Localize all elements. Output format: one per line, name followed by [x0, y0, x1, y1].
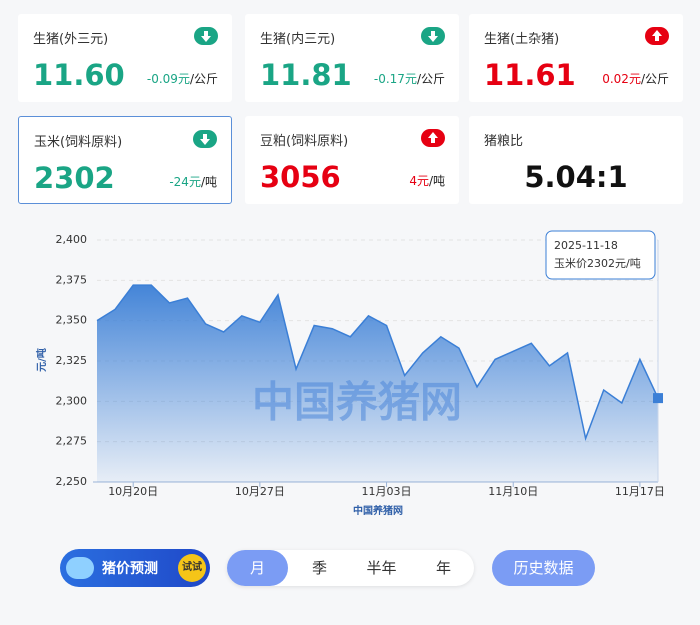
trend-icon: [193, 130, 217, 148]
history-button[interactable]: 历史数据: [492, 550, 595, 586]
tooltip-text: 玉米价2302元/吨: [554, 257, 641, 270]
card-name: 豆粕(饲料原料): [260, 134, 349, 149]
x-axis-title: 中国养猪网: [353, 504, 403, 517]
forecast-badge[interactable]: 猪价预测 试试: [60, 549, 210, 587]
tooltip-box: [545, 230, 656, 280]
trend-icon: [421, 27, 445, 45]
y-tick-label: 2,325: [56, 354, 88, 367]
change-unit: /吨: [428, 174, 445, 188]
try-badge: 试试: [178, 554, 206, 582]
tab[interactable]: 月: [227, 550, 288, 586]
y-axis-title: 元/吨: [35, 348, 48, 372]
card-change: -0.09元/公斤: [147, 70, 218, 87]
trend-icon: [645, 27, 669, 45]
trend-icon: [421, 129, 445, 147]
change-value: -0.17元: [373, 72, 417, 86]
x-tick-label: 10月27日: [235, 485, 285, 498]
y-tick-label: 2,275: [56, 435, 88, 448]
card-name: 生猪(土杂猪): [484, 32, 560, 47]
card-name: 玉米(饲料原料): [34, 135, 123, 150]
y-tick-label: 2,300: [56, 394, 88, 407]
line: [96, 284, 659, 442]
change-unit: /公斤: [416, 72, 445, 86]
change-unit: /公斤: [640, 72, 669, 86]
trend-icon: [194, 27, 218, 45]
card[interactable]: 生猪(外三元) 11.60 -0.09元/公斤: [18, 14, 232, 102]
card-price: 11.61: [484, 58, 576, 92]
area: [97, 285, 658, 482]
icon: [66, 557, 94, 579]
tabs: 月 季 半年 年: [227, 550, 474, 586]
card-price: 5.04:1: [524, 160, 628, 194]
card-price: 3056: [260, 160, 341, 194]
card[interactable]: 豆粕(饲料原料) 3056 4元/吨: [245, 116, 459, 204]
card[interactable]: 玉米(饲料原料) 2302 -24元/吨: [18, 116, 232, 204]
forecast-label: 猪价预测: [102, 561, 158, 577]
change-value: 4元: [409, 174, 429, 188]
change-unit: /公斤: [189, 72, 218, 86]
marker: [653, 393, 663, 404]
change-value: -24元: [169, 175, 201, 189]
change-value: 0.02元: [602, 72, 641, 86]
y-tick-label: 2,350: [56, 314, 88, 327]
tooltip-date: 2025-11-18: [554, 239, 618, 252]
x-tick-label: 10月20日: [108, 485, 158, 498]
card-change: 0.02元/公斤: [602, 70, 669, 87]
x-tick-label: 11月03日: [362, 485, 412, 498]
x-tick-label: 11月17日: [615, 485, 665, 498]
card[interactable]: 生猪(内三元) 11.81 -0.17元/公斤: [245, 14, 459, 102]
card-price: 2302: [34, 161, 115, 195]
tab[interactable]: 年: [435, 559, 451, 577]
card-change: -0.17元/公斤: [374, 70, 445, 87]
tab[interactable]: 半年: [366, 559, 397, 577]
y-tick-label: 2,400: [56, 233, 88, 246]
x-tick-label: 11月10日: [488, 485, 538, 498]
y-tick-label: 2,375: [56, 273, 88, 286]
card-name: 猪粮比: [484, 134, 524, 149]
card-price: 11.81: [260, 58, 352, 92]
card[interactable]: 猪粮比 5.04:1: [469, 116, 683, 204]
card-change: 4元/吨: [409, 172, 445, 189]
card-name: 生猪(外三元): [33, 32, 109, 47]
watermark: 中国养猪网: [252, 378, 462, 427]
card-name: 生猪(内三元): [260, 32, 336, 47]
chart: 元/吨 中国养猪网 2,250 2,275 2,300 2,325 2,350 2,375…: [35, 230, 665, 517]
tab[interactable]: 季: [311, 559, 327, 577]
card-change: -24元/吨: [169, 173, 217, 190]
y-tick-label: 2,250: [56, 475, 88, 488]
card[interactable]: 生猪(土杂猪) 11.61 0.02元/公斤: [469, 14, 683, 102]
change-value: -0.09元: [146, 72, 190, 86]
card-price: 11.60: [33, 58, 125, 92]
change-unit: /吨: [200, 175, 217, 189]
